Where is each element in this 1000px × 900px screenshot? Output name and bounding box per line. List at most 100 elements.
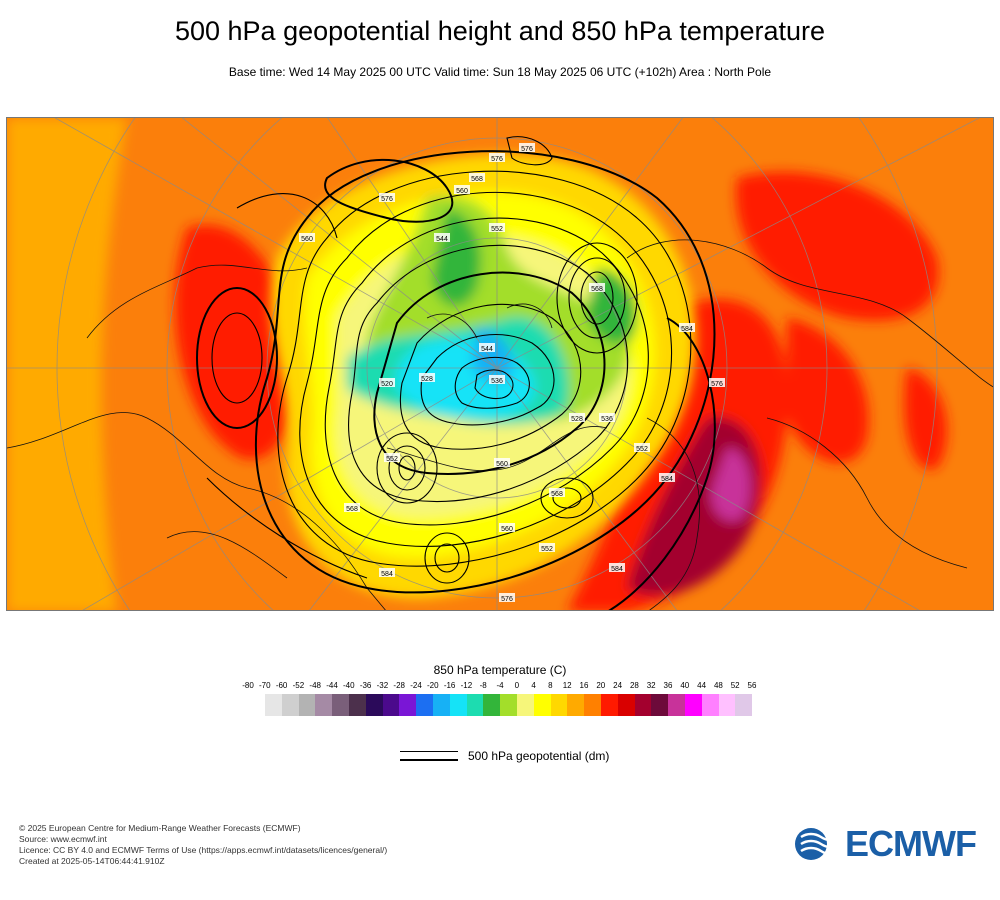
- contour-label: 576: [519, 143, 535, 153]
- colorbar-swatch: [735, 694, 753, 716]
- svg-text:552: 552: [636, 446, 648, 453]
- colorbar-swatch: [332, 694, 349, 716]
- colorbar-swatch: [382, 694, 400, 716]
- contour-label: 536: [489, 375, 505, 385]
- svg-text:576: 576: [501, 596, 513, 603]
- svg-text:528: 528: [421, 376, 433, 383]
- contour-label: 536: [599, 413, 615, 423]
- contour-label: 552: [634, 443, 650, 453]
- svg-text:576: 576: [711, 381, 723, 388]
- colorbar-swatch: [684, 694, 702, 716]
- svg-text:544: 544: [436, 236, 448, 243]
- colorbar-tick-label: 20: [596, 681, 606, 690]
- contour-label: 568: [549, 488, 565, 498]
- colorbar-tick-label: -20: [427, 681, 439, 690]
- ecmwf-logo-icon: [795, 828, 839, 860]
- colorbar-tick-label: -32: [376, 681, 389, 690]
- colorbar-swatch: [432, 694, 450, 716]
- colorbar-swatch: [668, 694, 685, 716]
- contour-label: 584: [379, 568, 395, 578]
- colorbar-tick-label: 4: [531, 681, 536, 690]
- colorbar-tick-label: -36: [359, 681, 372, 690]
- contour-label: 528: [569, 413, 585, 423]
- ecmwf-logo[interactable]: ECMWF: [793, 823, 983, 865]
- colorbar-tick-label: 52: [730, 681, 740, 690]
- svg-text:584: 584: [681, 326, 693, 333]
- colorbar-tick-label: -80: [242, 681, 254, 690]
- colorbar-tick-label: -12: [460, 681, 473, 690]
- geopotential-contours: [196, 136, 716, 610]
- contour-label: 552: [384, 453, 400, 463]
- svg-text:544: 544: [481, 346, 493, 353]
- svg-text:560: 560: [496, 461, 508, 468]
- temp-zone-12: [7, 118, 127, 610]
- svg-text:528: 528: [571, 416, 583, 423]
- svg-text:568: 568: [346, 506, 358, 513]
- colorbar-swatch: [600, 694, 618, 716]
- colorbar-swatch: [265, 694, 282, 716]
- footer-source: Source: www.ecmwf.int: [19, 834, 107, 844]
- colorbar-tick-label: -70: [259, 681, 271, 690]
- colorbar-tick-label: -52: [292, 681, 305, 690]
- footer-licence: Licence: CC BY 4.0 and ECMWF Terms of Us…: [19, 845, 388, 855]
- svg-text:584: 584: [661, 476, 673, 483]
- colorbar-tick-label: -44: [326, 681, 338, 690]
- svg-text:552: 552: [541, 546, 553, 553]
- colorbar-tick-label: 16: [579, 681, 589, 690]
- colorbar-tick-label: 48: [713, 681, 723, 690]
- contour-label: 560: [499, 523, 515, 533]
- contour-labels: 576 576 568 560 552 544 536 528 520 528 536 552 560 5…: [299, 143, 725, 603]
- contour-label: 576: [379, 193, 395, 203]
- svg-text:568: 568: [551, 491, 563, 498]
- contour-label: 568: [469, 173, 485, 183]
- colorbar-tick-label: 36: [663, 681, 673, 690]
- colorbar-tick-label: 28: [629, 681, 639, 690]
- contour-label: 520: [379, 378, 395, 388]
- contour-label: 568: [589, 283, 605, 293]
- svg-text:552: 552: [386, 456, 398, 463]
- colorbar-swatch: [298, 694, 316, 716]
- colorbar-tick-label: -16: [443, 681, 456, 690]
- colorbar-swatch: [718, 694, 736, 716]
- colorbar-tick-label: 12: [562, 681, 572, 690]
- colorbar-swatch: [315, 694, 333, 716]
- ecmwf-logo-text: ECMWF: [845, 823, 977, 864]
- colorbar-swatch: [365, 694, 383, 716]
- contour-label: 544: [434, 233, 450, 243]
- contour-label: 560: [299, 233, 315, 243]
- weather-map[interactable]: 576 576 568 560 552 544 536 528 520 528 536 552 560 5…: [6, 117, 994, 611]
- colorbar-swatch: [348, 694, 366, 716]
- colorbar-swatch: [449, 694, 467, 716]
- contour-label: 552: [489, 223, 505, 233]
- colorbar-tick-label: -8: [479, 681, 487, 690]
- colorbar-swatch: [567, 694, 585, 716]
- colorbar-tick-label: 8: [548, 681, 553, 690]
- svg-text:536: 536: [491, 378, 503, 385]
- svg-text:584: 584: [381, 571, 393, 578]
- colorbar-tick-label: -60: [275, 681, 288, 690]
- colorbar-swatch: [634, 694, 652, 716]
- colorbar-swatch: [500, 694, 517, 716]
- svg-text:568: 568: [591, 286, 603, 293]
- contour-legend-label: 500 hPa geopotential (dm): [468, 749, 610, 763]
- colorbar-swatch: [516, 694, 534, 716]
- colorbar-swatch: [416, 694, 433, 716]
- colorbar-swatch: [550, 694, 568, 716]
- colorbar-ticks: -80 -70 -60 -52 -48 -44 -40 -36 -32 -28 -24 -20 -16-…: [240, 681, 760, 693]
- contour-label: 560: [454, 185, 470, 195]
- contour-label: 576: [489, 153, 505, 163]
- colorbar-tick-label: 56: [747, 681, 757, 690]
- contour-label: 568: [344, 503, 360, 513]
- colorbar-swatch: [483, 694, 501, 716]
- map-canvas: 576 576 568 560 552 544 536 528 520 528 536 552 560 5…: [7, 118, 993, 610]
- page-subtitle: Base time: Wed 14 May 2025 00 UTC Valid …: [228, 65, 772, 79]
- svg-text:584: 584: [611, 566, 623, 573]
- svg-text:576: 576: [491, 156, 503, 163]
- colorbar-tick-label: 32: [646, 681, 656, 690]
- colorbar-swatch: [281, 694, 299, 716]
- colorbar-tick-label: -24: [410, 681, 422, 690]
- colorbar-swatch: [701, 694, 719, 716]
- contour-label: 528: [419, 373, 435, 383]
- svg-text:552: 552: [491, 226, 503, 233]
- svg-text:536: 536: [601, 416, 613, 423]
